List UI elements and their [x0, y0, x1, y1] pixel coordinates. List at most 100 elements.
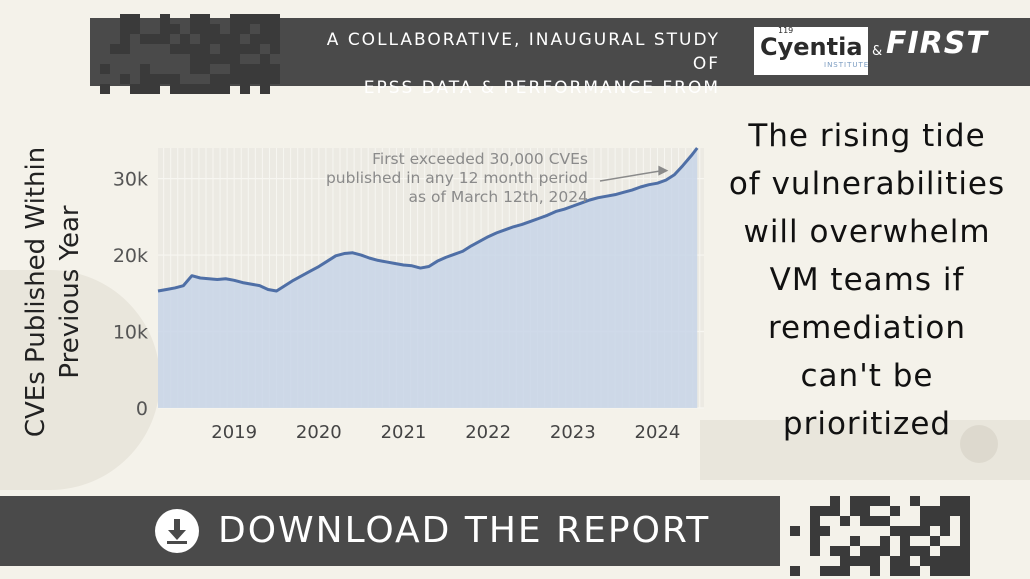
- headline-line: remediation: [767, 310, 967, 346]
- x-tick-label: 2021: [381, 422, 427, 443]
- pixel-square: [960, 506, 970, 516]
- pixel-square: [810, 516, 820, 526]
- pixel-square: [220, 44, 230, 54]
- pixel-square: [270, 44, 280, 54]
- pixel-square: [950, 496, 960, 506]
- pixel-square: [240, 44, 250, 54]
- first-logo[interactable]: FIRST: [886, 26, 988, 61]
- pixel-square: [190, 44, 200, 54]
- pixel-square: [130, 24, 140, 34]
- pixel-square: [850, 496, 860, 506]
- pixel-square: [870, 546, 880, 556]
- pixel-square: [860, 516, 870, 526]
- pixel-square: [940, 516, 950, 526]
- annotation-text: published in any 12 month period: [326, 169, 588, 187]
- annotation-arrow: [599, 169, 663, 182]
- pixel-square: [100, 64, 110, 74]
- pixel-square: [900, 566, 910, 576]
- pixel-square: [230, 64, 240, 74]
- pixel-square: [810, 546, 820, 556]
- pixel-square: [850, 506, 860, 516]
- pixel-square: [250, 44, 260, 54]
- pixel-square: [140, 64, 150, 74]
- pixel-square: [930, 536, 940, 546]
- pixel-square: [250, 74, 260, 84]
- pixel-square: [860, 506, 870, 516]
- pixel-square: [810, 536, 820, 546]
- pixel-square: [250, 34, 260, 44]
- pixel-square: [950, 506, 960, 516]
- pixel-square: [950, 546, 960, 556]
- banner-line-1: A COLLABORATIVE, INAUGURAL STUDY OF: [326, 30, 720, 74]
- pixel-square: [930, 506, 940, 516]
- headline-line: can't be: [800, 358, 934, 394]
- x-tick-label: 2024: [635, 422, 681, 443]
- y-tick-label: 30k: [113, 169, 148, 191]
- pixel-square: [160, 14, 170, 24]
- pixel-square: [200, 84, 210, 94]
- pixel-square: [840, 556, 850, 566]
- pixel-square: [810, 506, 820, 516]
- y-tick-label: 20k: [113, 245, 148, 267]
- annotation-text: First exceeded 30,000 CVEs: [372, 150, 588, 168]
- pixel-square: [150, 34, 160, 44]
- pixel-square: [240, 64, 250, 74]
- pixel-square: [200, 34, 210, 44]
- pixel-square: [190, 24, 200, 34]
- pixel-square: [240, 74, 250, 84]
- cyentia-name: Cyentia: [760, 33, 863, 61]
- pixel-square: [820, 506, 830, 516]
- pixel-square: [170, 24, 180, 34]
- pixel-square: [830, 496, 840, 506]
- pixel-square: [240, 84, 250, 94]
- pixel-square: [210, 74, 220, 84]
- pixel-square: [120, 34, 130, 44]
- pixel-square: [900, 556, 910, 566]
- pixel-square: [230, 14, 240, 24]
- pixel-square: [210, 84, 220, 94]
- pixel-square: [820, 526, 830, 536]
- pixel-square: [170, 44, 180, 54]
- annotation-text: as of March 12th, 2024: [409, 188, 588, 206]
- pixel-square: [960, 566, 970, 576]
- pixel-square: [210, 34, 220, 44]
- download-report-button[interactable]: DOWNLOAD THE REPORT: [218, 510, 711, 551]
- pixel-square: [120, 24, 130, 34]
- pixel-square: [880, 536, 890, 546]
- pixel-square: [870, 566, 880, 576]
- pixel-square: [790, 566, 800, 576]
- pixel-square: [230, 34, 240, 44]
- pixel-square: [960, 526, 970, 536]
- pixel-square: [860, 546, 870, 556]
- pixel-square: [230, 24, 240, 34]
- pixel-square: [160, 34, 170, 44]
- y-tick-label: 10k: [113, 322, 148, 344]
- cyentia-logo[interactable]: 119 Cyentia INSTITUTE: [754, 26, 868, 75]
- banner-line-2: EPSS DATA & PERFORMANCE FROM: [363, 78, 720, 98]
- pixel-square: [110, 44, 120, 54]
- pixel-square: [200, 64, 210, 74]
- pixel-square: [870, 496, 880, 506]
- pixel-square: [160, 24, 170, 34]
- pixel-square: [880, 516, 890, 526]
- pixel-square: [140, 74, 150, 84]
- pixel-square: [840, 566, 850, 576]
- pixel-square: [930, 516, 940, 526]
- pixel-square: [230, 54, 240, 64]
- pixel-square: [850, 536, 860, 546]
- x-tick-label: 2022: [465, 422, 511, 443]
- pixel-square: [270, 74, 280, 84]
- pixel-square: [920, 516, 930, 526]
- series-area: [158, 148, 698, 408]
- pixel-square: [170, 84, 180, 94]
- download-arrow-icon[interactable]: [155, 509, 199, 553]
- pixel-square: [190, 84, 200, 94]
- download-banner[interactable]: [0, 496, 780, 566]
- series-line: [157, 147, 699, 293]
- pixel-square: [940, 506, 950, 516]
- pixel-square: [900, 546, 910, 556]
- pixel-square: [260, 64, 270, 74]
- headline-line: of vulnerabilities: [728, 166, 1006, 202]
- pixel-square: [920, 526, 930, 536]
- pixel-square: [880, 496, 890, 506]
